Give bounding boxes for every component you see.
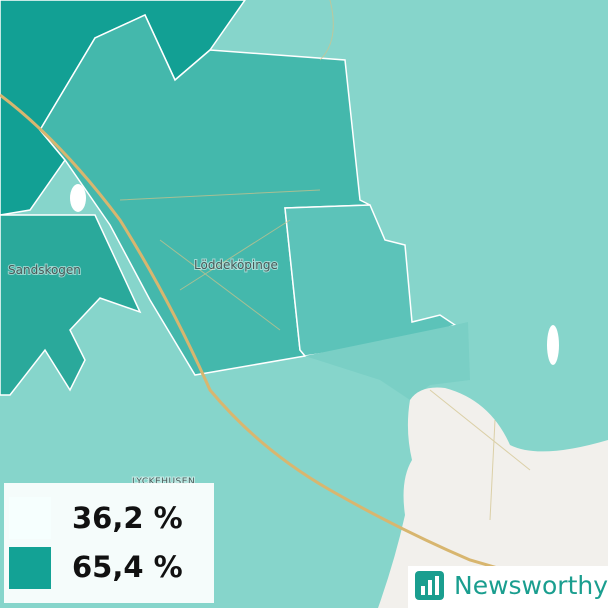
pond — [70, 184, 86, 212]
region-sandskogen — [0, 214, 142, 396]
place-label: Löddeköpinge — [194, 258, 278, 272]
land — [378, 387, 608, 608]
legend-label: 36,2 % — [72, 501, 183, 535]
brand-logo — [428, 580, 432, 595]
brand-logo — [421, 586, 425, 595]
road — [0, 93, 608, 602]
region-east — [284, 204, 457, 357]
legend-swatch — [9, 547, 51, 589]
place-label: Sandskogen — [8, 263, 81, 277]
pond — [547, 325, 559, 365]
region-south — [305, 322, 470, 400]
brand-name: Newsworthy — [454, 571, 608, 600]
legend-label: 65,4 % — [72, 550, 183, 584]
streets — [119, 0, 531, 521]
brand-logo — [435, 576, 439, 595]
legend-swatch — [9, 497, 51, 539]
